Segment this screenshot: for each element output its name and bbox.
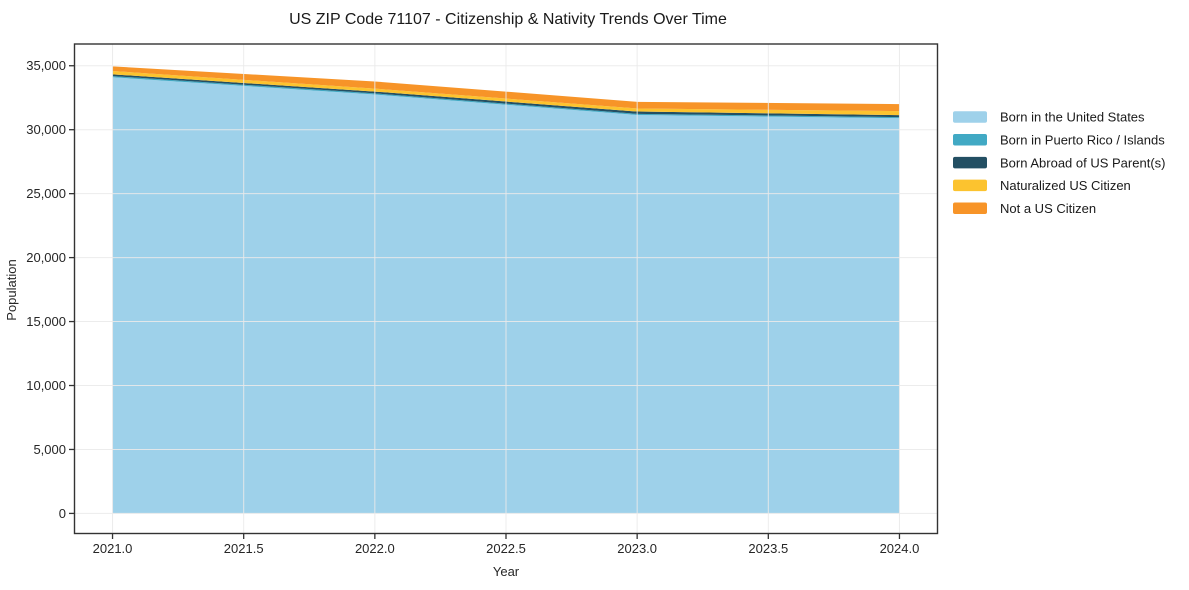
gridlines-group (74, 44, 938, 534)
x-tick-label: 2022.5 (486, 541, 526, 556)
legend-label: Born in the United States (1000, 110, 1145, 125)
legend-label: Born Abroad of US Parent(s) (1000, 155, 1165, 170)
x-tick-labels: 2021.0 2021.5 2022.0 2022.5 2023.0 2023.5 2024… (93, 541, 920, 556)
legend-item: Born Abroad of US Parent(s) (953, 155, 1165, 170)
y-tick-labels: 0 5,000 10,000 15,000 20,000 25,000 30,000 35,0… (26, 58, 66, 521)
y-axis-label: Population (4, 259, 19, 320)
y-tick-label: 10,000 (26, 378, 66, 393)
legend-swatch (953, 179, 987, 192)
area-layer-3 (112, 70, 900, 116)
legend-item: Born in Puerto Rico / Islands (953, 133, 1165, 148)
legend-label: Born in Puerto Rico / Islands (1000, 133, 1165, 148)
legend-label: Naturalized US Citizen (1000, 178, 1131, 193)
x-tick-label: 2023.5 (748, 541, 788, 556)
legend-swatch (953, 111, 987, 123)
chart-title: US ZIP Code 71107 - Citizenship & Nativi… (289, 11, 727, 28)
y-tick-label: 35,000 (26, 58, 66, 73)
x-tick-label: 2023.0 (617, 541, 657, 556)
legend-swatch (953, 156, 987, 169)
y-tick-label: 0 (59, 506, 66, 521)
legend-label: Not a US Citizen (1000, 201, 1096, 216)
legend-swatch (953, 134, 987, 146)
y-tick-label: 15,000 (26, 314, 66, 329)
x-tick-label: 2021.5 (224, 541, 264, 556)
y-tick-label: 5,000 (33, 442, 66, 457)
x-tick-label: 2024.0 (880, 541, 920, 556)
legend: Born in the United States Born in Puerto … (953, 110, 1165, 216)
y-tick-label: 25,000 (26, 186, 66, 201)
x-axis-label: Year (493, 564, 520, 579)
area-layer-4 (112, 66, 900, 112)
y-tick-label: 20,000 (26, 250, 66, 265)
axis-ticks-group (69, 65, 901, 539)
legend-item: Naturalized US Citizen (953, 178, 1131, 193)
legend-swatch (953, 202, 987, 214)
legend-item: Born in the United States (953, 110, 1145, 125)
x-tick-label: 2021.0 (93, 541, 133, 556)
x-tick-label: 2022.0 (355, 541, 395, 556)
y-tick-label: 30,000 (26, 122, 66, 137)
legend-item: Not a US Citizen (953, 201, 1096, 216)
